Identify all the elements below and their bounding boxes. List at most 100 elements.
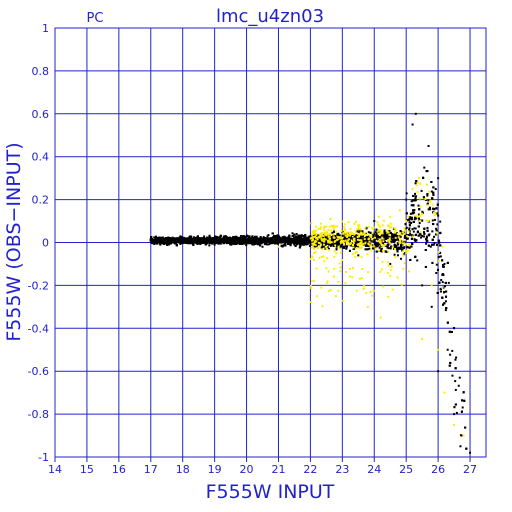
data-point	[268, 243, 271, 246]
data-point	[405, 226, 408, 229]
data-point	[302, 237, 305, 240]
data-point	[197, 240, 200, 243]
data-point	[379, 236, 382, 239]
data-point	[203, 237, 206, 240]
data-point	[439, 231, 442, 234]
data-point	[437, 256, 440, 259]
data-point	[252, 243, 255, 246]
data-point	[302, 243, 305, 246]
data-point	[380, 239, 383, 242]
data-point	[236, 239, 239, 242]
data-point	[451, 349, 454, 352]
data-point	[383, 235, 386, 238]
data-point	[414, 227, 417, 230]
data-point	[393, 241, 396, 244]
data-point	[400, 240, 403, 243]
data-point	[392, 239, 395, 242]
data-point	[418, 222, 421, 225]
data-point	[375, 236, 378, 239]
data-point	[329, 243, 332, 246]
data-point	[304, 236, 307, 239]
data-point	[436, 268, 439, 271]
data-point	[378, 242, 381, 245]
data-point	[449, 361, 452, 364]
data-point	[193, 238, 196, 241]
data-point	[234, 241, 237, 244]
data-point	[412, 199, 415, 202]
data-point	[361, 230, 364, 233]
data-point	[428, 206, 431, 209]
data-point	[213, 240, 216, 243]
data-point	[367, 231, 370, 234]
data-point	[324, 243, 327, 246]
data-point	[379, 249, 382, 252]
data-point	[173, 241, 176, 244]
data-point	[394, 233, 397, 236]
data-point	[445, 290, 448, 293]
data-point	[424, 249, 427, 252]
data-point	[355, 241, 358, 244]
data-point	[328, 234, 331, 237]
data-point	[306, 239, 309, 242]
data-point	[279, 239, 282, 242]
data-points	[149, 112, 472, 454]
data-point	[244, 240, 247, 243]
data-point	[222, 235, 225, 238]
data-point	[435, 233, 438, 236]
data-point	[405, 192, 408, 195]
data-point	[321, 236, 324, 239]
data-point	[386, 246, 389, 249]
data-point	[375, 228, 378, 231]
data-point	[336, 233, 339, 236]
data-point	[390, 234, 393, 237]
data-point	[421, 234, 424, 237]
data-point	[169, 239, 172, 242]
data-point	[156, 242, 159, 245]
data-point	[433, 218, 436, 221]
data-point	[369, 231, 372, 234]
data-point	[341, 238, 344, 241]
data-point	[267, 239, 270, 242]
data-point	[295, 240, 298, 243]
data-point	[192, 236, 195, 239]
data-point	[355, 245, 358, 248]
data-point	[425, 170, 428, 173]
data-point	[457, 384, 460, 387]
data-point	[402, 247, 405, 250]
data-point	[235, 240, 238, 243]
data-point	[300, 241, 303, 244]
data-point	[289, 241, 292, 244]
data-point	[340, 242, 343, 245]
data-point	[288, 234, 291, 237]
data-point	[322, 245, 325, 248]
data-point	[224, 240, 227, 243]
data-point	[408, 224, 411, 227]
data-point	[293, 233, 296, 236]
data-point	[196, 238, 199, 241]
data-point	[389, 247, 392, 250]
data-point	[387, 247, 390, 250]
data-point	[338, 234, 341, 237]
data-point	[248, 235, 251, 238]
data-point	[331, 243, 334, 246]
data-point	[439, 290, 442, 293]
data-point	[335, 245, 338, 248]
data-point	[278, 237, 281, 240]
data-point	[384, 232, 387, 235]
data-point	[454, 380, 457, 383]
data-point	[430, 190, 433, 193]
data-point	[226, 241, 229, 244]
data-point	[332, 244, 335, 247]
data-point	[326, 246, 329, 249]
data-point	[206, 239, 209, 242]
data-point	[441, 259, 444, 262]
data-point	[195, 236, 198, 239]
data-point	[414, 182, 417, 185]
data-point	[263, 237, 266, 240]
data-point	[204, 240, 207, 243]
data-point	[219, 234, 222, 237]
data-point	[369, 239, 372, 242]
data-point	[192, 241, 195, 244]
data-point	[373, 232, 376, 235]
data-point	[305, 243, 308, 246]
